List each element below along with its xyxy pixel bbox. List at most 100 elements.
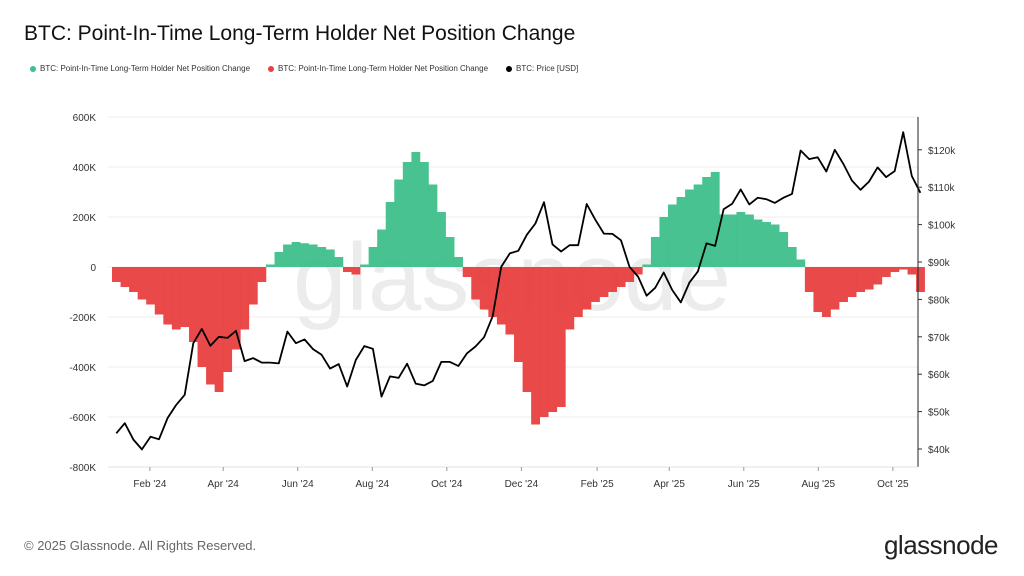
bar-negative bbox=[505, 267, 515, 335]
bar-positive bbox=[693, 184, 703, 267]
bar-negative bbox=[890, 267, 900, 272]
bar-negative bbox=[898, 267, 908, 270]
legend-label: BTC: Point-In-Time Long-Term Holder Net … bbox=[278, 64, 489, 73]
x-tick-label: Feb '24 bbox=[133, 479, 166, 490]
bar-positive bbox=[377, 229, 387, 267]
bar-positive bbox=[779, 232, 789, 267]
bar-positive bbox=[710, 172, 720, 267]
bar-negative bbox=[120, 267, 130, 287]
bar-positive bbox=[676, 197, 686, 267]
bar-negative bbox=[873, 267, 883, 285]
bar-negative bbox=[907, 267, 917, 275]
black-dot-icon bbox=[506, 65, 513, 72]
bar-negative bbox=[197, 267, 207, 367]
bar-negative bbox=[351, 267, 361, 275]
red-dot-icon bbox=[268, 65, 275, 72]
bar-negative bbox=[171, 267, 181, 330]
x-tick-label: Aug '25 bbox=[802, 479, 836, 490]
bar-negative bbox=[864, 267, 874, 290]
bar-negative bbox=[916, 267, 925, 292]
y-right-tick-label: $80k bbox=[928, 295, 951, 306]
bar-positive bbox=[719, 214, 729, 267]
y-right-tick-label: $70k bbox=[928, 333, 951, 344]
bar-positive bbox=[308, 244, 318, 267]
bar-positive bbox=[428, 184, 438, 267]
bar-negative bbox=[548, 267, 558, 412]
bar-positive bbox=[291, 242, 301, 267]
chart-title: BTC: Point-In-Time Long-Term Holder Net … bbox=[24, 22, 576, 45]
y-left-tick-label: -200K bbox=[69, 313, 96, 324]
bar-negative bbox=[342, 267, 352, 272]
y-right-tick-label: $120k bbox=[928, 146, 956, 157]
y-left-tick-label: 0 bbox=[90, 263, 96, 274]
y-right-tick-label: $90k bbox=[928, 258, 951, 269]
bar-negative bbox=[565, 267, 575, 330]
bar-negative bbox=[514, 267, 523, 362]
legend-item-negative[interactable]: BTC: Point-In-Time Long-Term Holder Net … bbox=[268, 64, 488, 73]
bar-positive bbox=[727, 214, 737, 267]
y-left-tick-label: -600K bbox=[69, 413, 96, 424]
bar-negative bbox=[240, 267, 250, 330]
bar-positive bbox=[274, 252, 284, 267]
bar-negative bbox=[839, 267, 848, 302]
legend-item-positive[interactable]: BTC: Point-In-Time Long-Term Holder Net … bbox=[30, 64, 250, 73]
bar-negative bbox=[531, 267, 540, 425]
bar-positive bbox=[394, 179, 404, 267]
y-left-tick-label: -400K bbox=[69, 363, 96, 374]
bar-positive bbox=[642, 264, 652, 267]
y-left-tick-label: 600K bbox=[73, 113, 97, 124]
y-left-tick-label: 400K bbox=[73, 163, 97, 174]
x-tick-label: Oct '25 bbox=[877, 479, 909, 490]
bar-negative bbox=[821, 267, 831, 317]
bar-negative bbox=[479, 267, 489, 310]
bar-positive bbox=[762, 222, 771, 267]
bar-positive bbox=[650, 237, 660, 267]
bar-positive bbox=[744, 214, 754, 267]
bar-positive bbox=[454, 257, 464, 267]
x-tick-label: Apr '25 bbox=[654, 479, 686, 490]
green-dot-icon bbox=[30, 65, 36, 72]
bar-positive bbox=[300, 243, 310, 267]
bar-negative bbox=[539, 267, 549, 417]
y-right-tick-label: $40k bbox=[928, 445, 951, 456]
bar-negative bbox=[556, 267, 566, 407]
bar-negative bbox=[471, 267, 481, 300]
bar-negative bbox=[214, 267, 224, 392]
bar-positive bbox=[770, 224, 780, 267]
x-tick-label: Jun '24 bbox=[282, 479, 314, 490]
bar-negative bbox=[154, 267, 164, 315]
bar-negative bbox=[462, 267, 472, 277]
bar-negative bbox=[188, 267, 198, 342]
bar-positive bbox=[659, 217, 669, 267]
glassnode-logo: glassnode bbox=[883, 530, 999, 560]
bar-negative bbox=[223, 267, 233, 372]
bar-negative bbox=[830, 267, 840, 310]
y-right-tick-label: $100k bbox=[928, 221, 956, 232]
bar-negative bbox=[633, 267, 643, 275]
bar-positive bbox=[325, 249, 335, 267]
x-tick-label: Feb '25 bbox=[581, 479, 614, 490]
x-tick-label: Dec '24 bbox=[505, 479, 539, 490]
bar-negative bbox=[856, 267, 866, 292]
y-left-tick-label: 200K bbox=[73, 213, 97, 224]
y-right-tick-label: $60k bbox=[928, 370, 951, 381]
bar-negative bbox=[206, 267, 215, 385]
bar-positive bbox=[736, 212, 746, 267]
legend-label: BTC: Point-In-Time Long-Term Holder Net … bbox=[40, 64, 251, 73]
bar-negative bbox=[599, 267, 609, 297]
copyright: © 2025 Glassnode. All Rights Reserved. bbox=[24, 538, 257, 553]
bar-positive bbox=[796, 259, 806, 267]
bar-negative bbox=[248, 267, 258, 305]
bar-negative bbox=[146, 267, 156, 305]
bar-positive bbox=[668, 204, 677, 267]
bar-negative bbox=[129, 267, 138, 292]
x-tick-label: Oct '24 bbox=[431, 479, 463, 490]
price-line bbox=[115, 131, 922, 451]
bar-positive bbox=[702, 177, 712, 267]
y-right-tick-label: $110k bbox=[928, 183, 956, 194]
bar-negative bbox=[625, 267, 635, 282]
bar-negative bbox=[881, 267, 891, 277]
legend-item-price[interactable]: BTC: Price [USD] bbox=[506, 64, 578, 73]
